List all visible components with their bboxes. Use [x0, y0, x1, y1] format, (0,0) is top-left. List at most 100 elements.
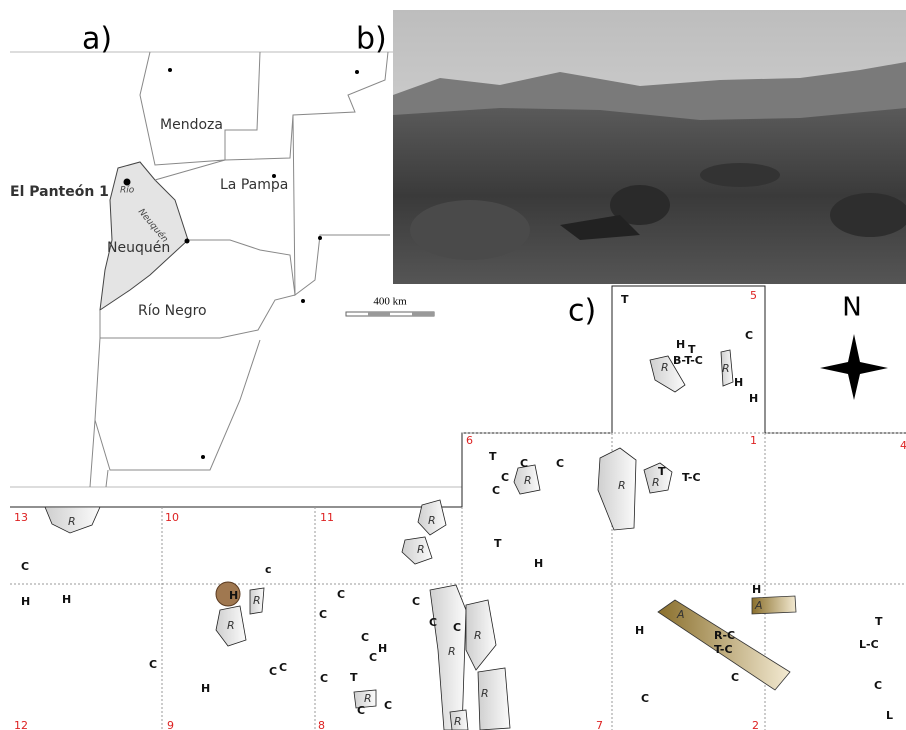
- shrub: [700, 163, 780, 187]
- province-label: Mendoza: [160, 117, 223, 133]
- panel-label: c): [568, 294, 596, 329]
- area-label: A: [754, 599, 763, 612]
- find-label: H: [378, 642, 387, 655]
- river-label: Río: [120, 186, 135, 196]
- find-label: C: [492, 484, 500, 497]
- find-label: H: [752, 583, 761, 596]
- rock-label: R: [454, 715, 462, 728]
- find-label: L: [886, 709, 893, 722]
- find-label: C: [319, 608, 327, 621]
- find-label: L-C: [859, 638, 879, 651]
- neuquen-province: [100, 162, 188, 310]
- find-label: T: [494, 537, 502, 550]
- shrub: [410, 200, 530, 260]
- rock-label: R: [428, 514, 436, 527]
- find-label: C: [357, 704, 365, 717]
- rock: [598, 448, 636, 530]
- area-label: A: [676, 608, 685, 621]
- rock-label: R: [618, 479, 626, 492]
- square-number: 8: [318, 719, 325, 730]
- find-label: C: [149, 658, 157, 671]
- find-label: C: [384, 699, 392, 712]
- site-label: El Panteón 1: [10, 184, 109, 200]
- city: [318, 236, 322, 240]
- square-number: 5: [750, 289, 757, 302]
- photo: b): [356, 10, 906, 284]
- find-label: H: [749, 392, 758, 405]
- province-label: La Pampa: [220, 177, 288, 193]
- find-label: C: [641, 692, 649, 705]
- rock-label: R: [68, 515, 76, 528]
- find-label: C: [320, 672, 328, 685]
- square-number: 4: [900, 439, 906, 452]
- rock-label: R: [661, 361, 669, 374]
- rock-label: R: [524, 474, 532, 487]
- scale-bar: [412, 312, 434, 316]
- square-number: 11: [320, 511, 334, 524]
- find-label: C: [556, 457, 564, 470]
- find-label: H: [734, 376, 743, 389]
- find-label: C: [337, 588, 345, 601]
- square-number: 2: [752, 719, 759, 730]
- find-label: T: [621, 293, 629, 306]
- find-label: T: [875, 615, 883, 628]
- find-label: C: [453, 621, 461, 634]
- rock-label: R: [364, 692, 372, 705]
- find-label: H: [229, 589, 238, 602]
- city: [301, 299, 305, 303]
- find-label: H: [201, 682, 210, 695]
- rock-label: R: [652, 476, 660, 489]
- scale-label: 400 km: [373, 296, 407, 308]
- excavation-border: [10, 286, 906, 507]
- find-label: T-C: [714, 643, 733, 656]
- rock-label: R: [417, 543, 425, 556]
- rock-label: R: [253, 594, 261, 607]
- rock-label: R: [481, 687, 489, 700]
- find-label: C: [745, 329, 753, 342]
- find-label: C: [369, 651, 377, 664]
- panel-label: a): [82, 22, 112, 57]
- city: [168, 68, 172, 72]
- square-number: 9: [167, 719, 174, 730]
- city: [201, 455, 205, 459]
- city: [355, 70, 359, 74]
- north-label: N: [842, 293, 861, 323]
- find-label: B-T-C: [673, 354, 703, 367]
- site-marker: [124, 179, 131, 186]
- find-label: c: [265, 563, 272, 576]
- square-number: 13: [14, 511, 28, 524]
- figure: Mendoza La Pampa Neuquén Río Negro Río N…: [0, 0, 906, 730]
- find-label: H: [62, 593, 71, 606]
- find-label: C: [21, 560, 29, 573]
- square-number: 10: [165, 511, 179, 524]
- find-label: C: [279, 661, 287, 674]
- find-label: C: [412, 595, 420, 608]
- find-label: H: [635, 624, 644, 637]
- find-label: C: [731, 671, 739, 684]
- find-label: H: [21, 595, 30, 608]
- find-label: C: [501, 471, 509, 484]
- find-label: T: [489, 450, 497, 463]
- find-label: C: [874, 679, 882, 692]
- province-label: Río Negro: [138, 303, 207, 319]
- find-label: C: [429, 616, 437, 629]
- find-label: T: [350, 671, 358, 684]
- square-number: 7: [596, 719, 603, 730]
- rock-label: R: [227, 619, 235, 632]
- city: [185, 239, 190, 244]
- find-label: C: [520, 457, 528, 470]
- find-label: C: [269, 665, 277, 678]
- square-number: 6: [466, 434, 473, 447]
- find-label: C: [361, 631, 369, 644]
- find-label: R-C: [714, 629, 735, 642]
- scale-bar: [368, 312, 390, 316]
- find-label: H: [676, 338, 685, 351]
- find-label: T-C: [682, 471, 701, 484]
- rock-label: R: [722, 362, 730, 375]
- find-label: H: [534, 557, 543, 570]
- rock-label: R: [474, 629, 482, 642]
- square-number: 1: [750, 434, 757, 447]
- north-arrow: [820, 334, 888, 400]
- square-number: 12: [14, 719, 28, 730]
